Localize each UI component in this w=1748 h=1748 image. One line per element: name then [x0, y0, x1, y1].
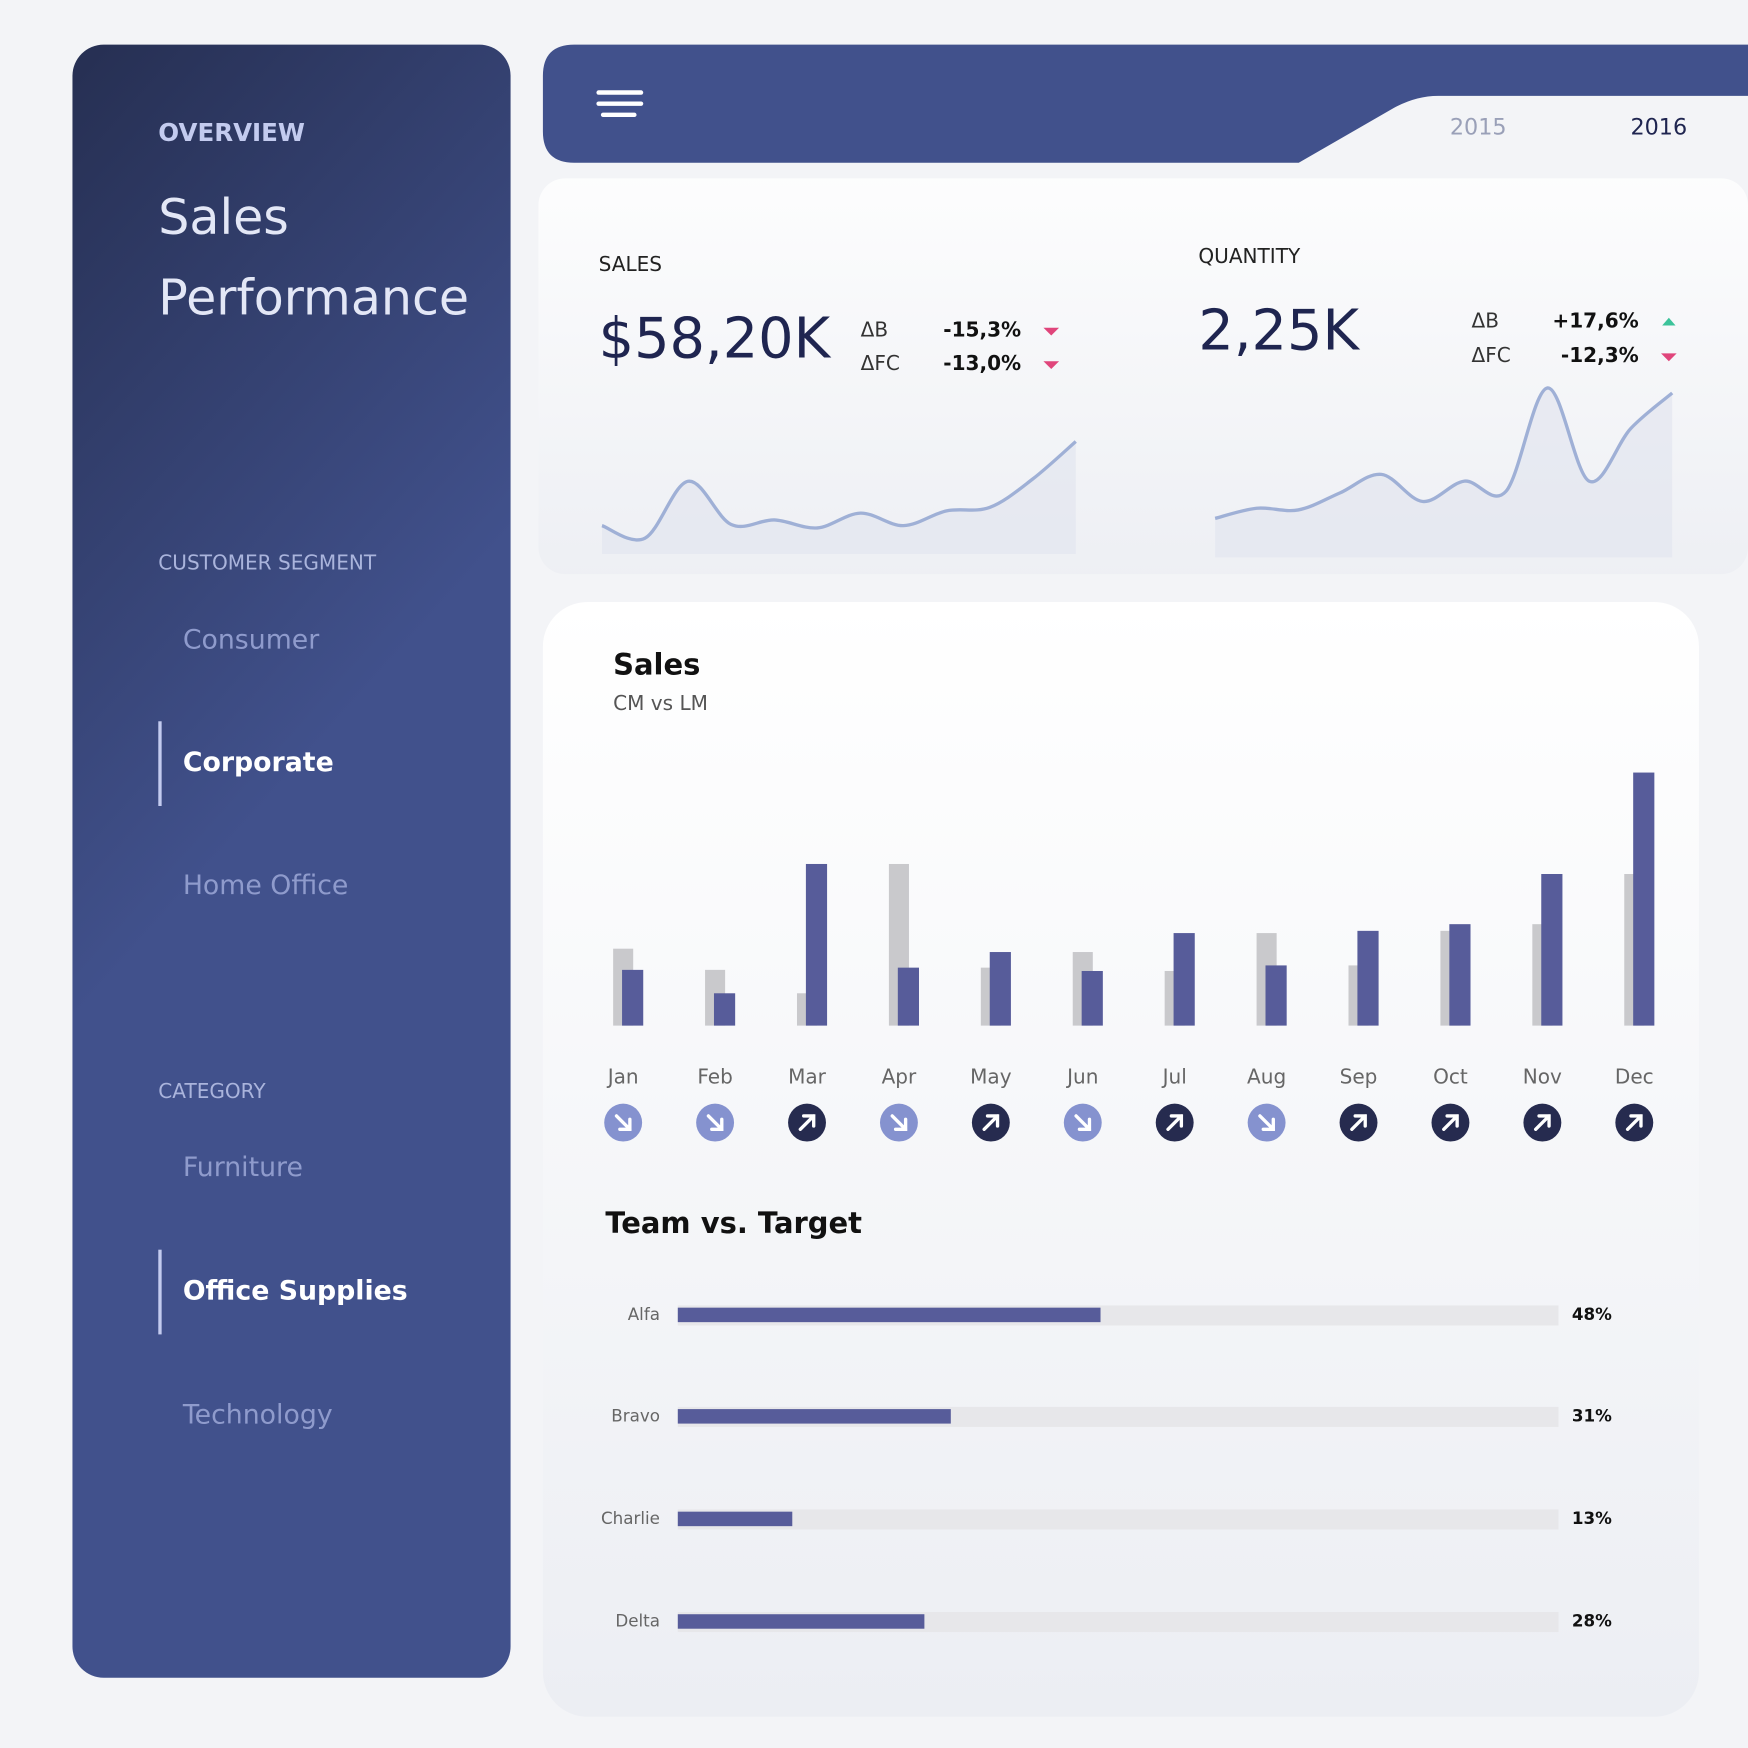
header-bar — [542, 44, 1748, 163]
bar — [677, 1614, 925, 1629]
delta-label: ΔFC — [1472, 343, 1511, 367]
trend-icon-arrow — [614, 1114, 632, 1131]
filter-item[interactable]: Furniture — [183, 1152, 303, 1183]
bar — [1449, 924, 1471, 1026]
filter-item[interactable]: Home Office — [183, 870, 349, 901]
trend-icon-arrow — [1258, 1114, 1275, 1131]
filter-item[interactable]: Corporate — [183, 747, 334, 778]
sidebar-title: Sales — [158, 188, 289, 246]
x-tick-label: Sep — [1340, 1065, 1378, 1089]
bar — [1265, 965, 1287, 1026]
bar — [677, 1307, 1101, 1323]
delta-value: +17,6% — [1552, 309, 1638, 333]
x-tick-label: Jan — [606, 1065, 639, 1089]
bar — [805, 863, 828, 1026]
kpi-label: SALES — [599, 252, 662, 276]
kpi-value: $58,20K — [599, 306, 832, 371]
x-tick-label: Apr — [882, 1065, 917, 1089]
delta-value: -12,3% — [1561, 343, 1639, 367]
chart-title: Sales — [613, 648, 700, 682]
delta-label: ΔFC — [861, 351, 900, 375]
bar — [713, 993, 736, 1026]
sparkline — [1214, 386, 1674, 521]
bar — [1541, 874, 1563, 1026]
x-tick-label: Nov — [1523, 1065, 1562, 1089]
x-tick-label: Dec — [1615, 1065, 1654, 1089]
y-tick-label: Bravo — [611, 1405, 660, 1425]
x-tick-label: Mar — [788, 1065, 827, 1089]
bar — [897, 967, 919, 1026]
chart-title: Team vs. Target — [605, 1206, 862, 1240]
y-tick-label: Charlie — [601, 1508, 660, 1528]
sales-card — [542, 601, 1699, 1717]
year-option[interactable]: 2016 — [1630, 115, 1687, 141]
bar — [1173, 933, 1195, 1026]
sparkline — [601, 440, 1077, 542]
value-label: 28% — [1572, 1611, 1612, 1631]
kpi-value: 2,25K — [1198, 299, 1360, 364]
sidebar — [72, 44, 511, 1678]
chart-subtitle: CM vs LM — [613, 691, 708, 715]
kpi-label: QUANTITY — [1198, 244, 1301, 268]
trend-icon-arrow — [1534, 1114, 1551, 1131]
bar — [989, 952, 1011, 1026]
menu-icon[interactable] — [596, 90, 644, 118]
trend-icon-arrow — [982, 1114, 1000, 1131]
trend-icon-arrow — [798, 1114, 816, 1131]
trend-icon-arrow — [706, 1114, 724, 1131]
trend-arrow — [1661, 353, 1677, 362]
trend-icon-arrow — [1074, 1114, 1092, 1131]
y-tick-label: Delta — [615, 1611, 660, 1631]
filter-item[interactable]: Technology — [182, 1399, 333, 1430]
x-tick-label: Jul — [1161, 1065, 1187, 1089]
bar — [677, 1511, 793, 1527]
x-tick-label: May — [970, 1065, 1012, 1089]
sidebar-overview: OVERVIEW — [158, 118, 305, 147]
trend-icon-arrow — [1166, 1114, 1184, 1131]
value-label: 48% — [1572, 1304, 1612, 1324]
selected-indicator — [158, 721, 162, 806]
trend-icon-arrow — [1442, 1114, 1459, 1131]
bar — [1357, 930, 1379, 1026]
x-tick-label: Jun — [1065, 1065, 1098, 1089]
trend-icon-arrow — [890, 1114, 908, 1131]
filter-item[interactable]: Consumer — [183, 625, 319, 656]
filter-item[interactable]: Office Supplies — [183, 1276, 408, 1307]
year-option[interactable]: 2015 — [1450, 115, 1507, 141]
x-tick-label: Feb — [697, 1065, 733, 1089]
segment-heading: CUSTOMER SEGMENT — [158, 551, 377, 575]
kpi-card — [538, 178, 1748, 575]
bar — [677, 1409, 951, 1424]
x-tick-label: Aug — [1247, 1065, 1286, 1089]
trend-icon-arrow — [1625, 1114, 1643, 1131]
value-label: 13% — [1572, 1508, 1612, 1528]
delta-value: -15,3% — [943, 318, 1021, 342]
target-track — [677, 1509, 1559, 1530]
x-tick-label: Oct — [1433, 1065, 1468, 1089]
bar — [1081, 970, 1103, 1026]
bar — [1633, 772, 1655, 1026]
sidebar-title: Performance — [158, 268, 469, 326]
trend-arrow — [1043, 327, 1060, 336]
sparkline-area — [1215, 387, 1673, 558]
delta-value: -13,0% — [943, 351, 1021, 375]
delta-label: ΔB — [1472, 309, 1499, 333]
bar — [622, 969, 644, 1026]
trend-arrow — [1043, 361, 1060, 369]
value-label: 31% — [1572, 1405, 1612, 1425]
delta-label: ΔB — [861, 318, 888, 342]
category-heading: CATEGORY — [158, 1079, 266, 1103]
selected-indicator — [158, 1249, 162, 1335]
trend-icon-arrow — [1350, 1114, 1367, 1131]
trend-arrow — [1662, 317, 1676, 326]
y-tick-label: Alfa — [628, 1304, 660, 1324]
sparkline-area — [601, 441, 1076, 555]
